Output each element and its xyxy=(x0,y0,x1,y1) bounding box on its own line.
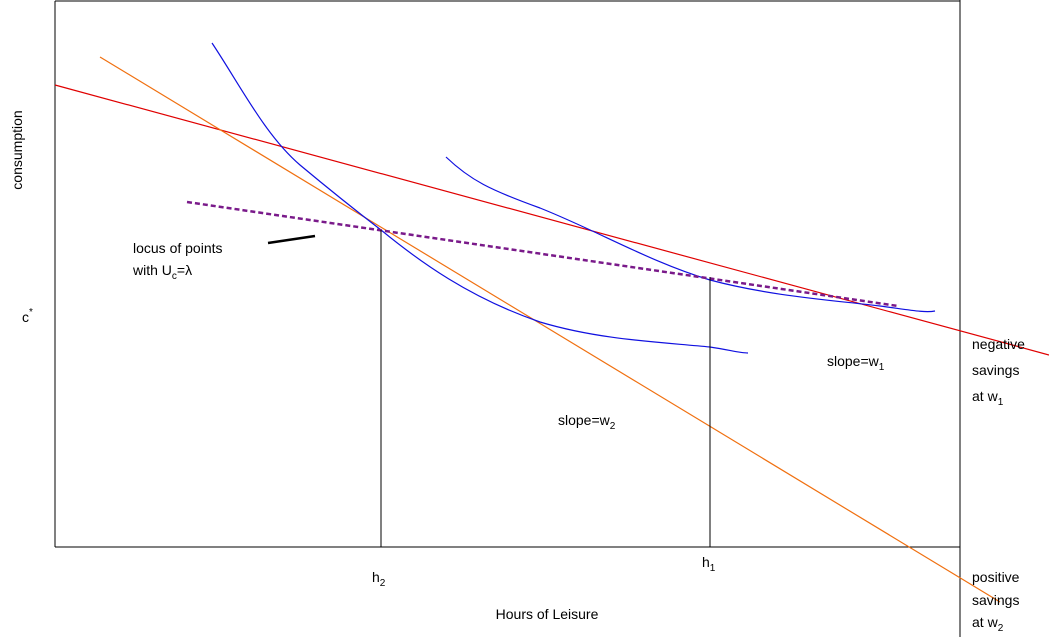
indifference-curve xyxy=(445,156,936,313)
text-part: at w xyxy=(972,388,999,404)
tick-label: h2 xyxy=(372,569,386,589)
annotation: slope=w2 xyxy=(558,412,616,432)
budget-line-w1 xyxy=(54,84,1049,356)
indifference-curve xyxy=(211,42,749,354)
subscript: 1 xyxy=(710,563,716,574)
subscript: 2 xyxy=(610,421,616,432)
subscript: * xyxy=(29,307,33,318)
text-part: =λ xyxy=(177,262,192,278)
subscript: 1 xyxy=(879,362,885,373)
axes xyxy=(54,0,961,637)
y-label: consumption xyxy=(9,110,25,189)
annotation: slope=w1 xyxy=(827,353,885,373)
text-part: with U xyxy=(132,262,172,278)
y-marker: c* xyxy=(22,307,33,325)
text-part: h xyxy=(702,554,710,570)
text-part: c xyxy=(22,309,29,325)
budget-line-w2 xyxy=(99,56,1001,603)
annotation: at w1 xyxy=(972,388,1004,408)
subscript: 1 xyxy=(998,397,1004,408)
locus-pointer xyxy=(267,234,316,245)
annotation: with Uc=λ xyxy=(132,262,192,282)
subscript: 2 xyxy=(380,578,386,589)
text-part: h xyxy=(372,569,380,585)
annotation: savings xyxy=(972,362,1019,378)
tick-label: h1 xyxy=(702,554,716,574)
subscript: c xyxy=(172,271,177,282)
annotation: savings xyxy=(972,592,1019,608)
annotation: locus of points xyxy=(133,240,223,256)
text-part: slope=w xyxy=(558,412,611,428)
annotation: at w2 xyxy=(972,614,1004,634)
subscript: 2 xyxy=(998,623,1004,634)
annotation: positive xyxy=(972,569,1020,585)
text-part: slope=w xyxy=(827,353,880,369)
x-label: Hours of Leisure xyxy=(496,606,599,622)
annotation: negative xyxy=(972,336,1025,352)
text-part: at w xyxy=(972,614,999,630)
